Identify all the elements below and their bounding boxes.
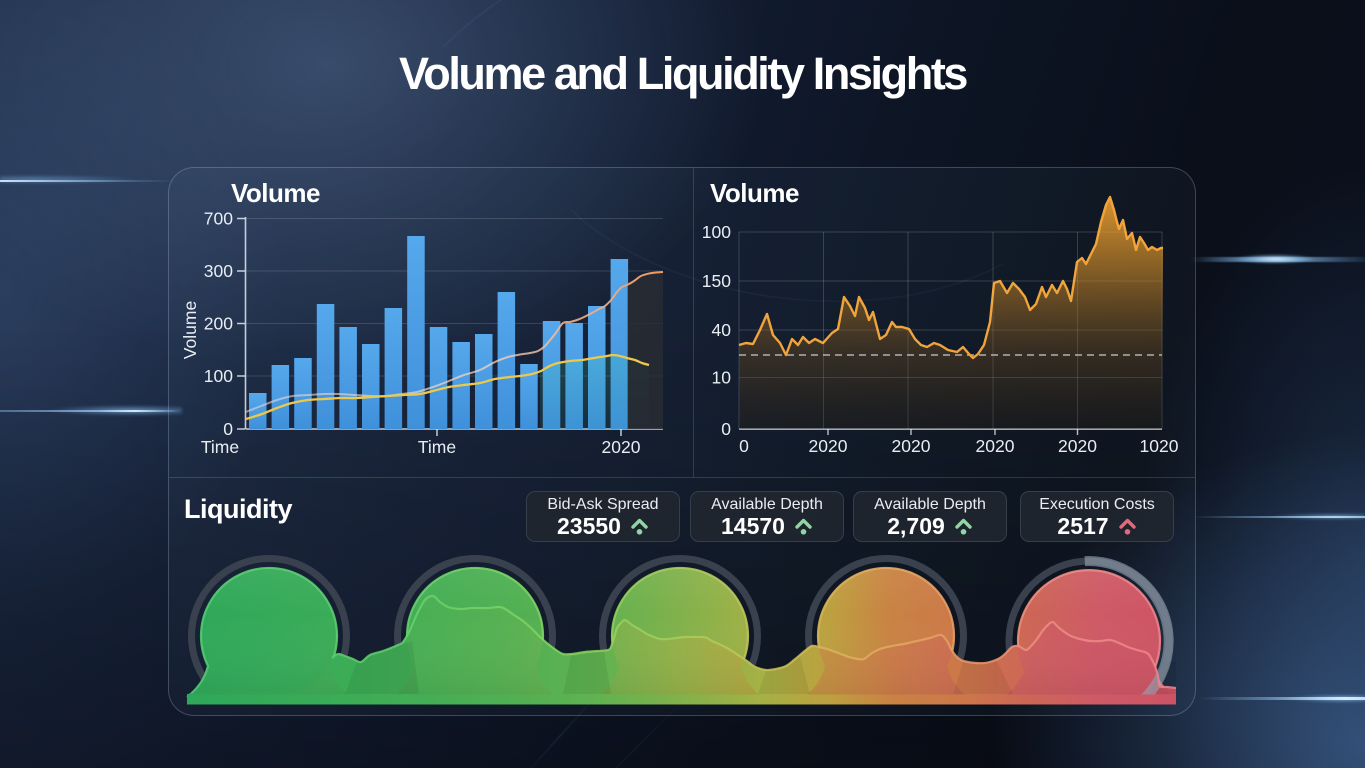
svg-text:0: 0 [739, 436, 749, 456]
svg-text:0: 0 [223, 419, 233, 439]
svg-text:40: 40 [712, 320, 732, 340]
svg-text:2020: 2020 [809, 436, 848, 456]
svg-text:100: 100 [702, 222, 731, 242]
svg-text:Time: Time [201, 437, 239, 457]
svg-text:300: 300 [204, 261, 233, 281]
svg-text:700: 700 [204, 209, 233, 229]
svg-text:200: 200 [204, 314, 233, 334]
svg-text:2020: 2020 [1058, 436, 1097, 456]
svg-text:Volume: Volume [180, 301, 200, 359]
svg-text:150: 150 [702, 271, 731, 291]
svg-text:100: 100 [204, 366, 233, 386]
svg-text:Time: Time [418, 437, 456, 457]
svg-text:10: 10 [712, 368, 732, 388]
svg-text:1020: 1020 [1140, 436, 1179, 456]
svg-text:2020: 2020 [602, 437, 641, 457]
svg-text:2020: 2020 [892, 436, 931, 456]
svg-text:0: 0 [721, 419, 731, 439]
svg-text:2020: 2020 [976, 436, 1015, 456]
